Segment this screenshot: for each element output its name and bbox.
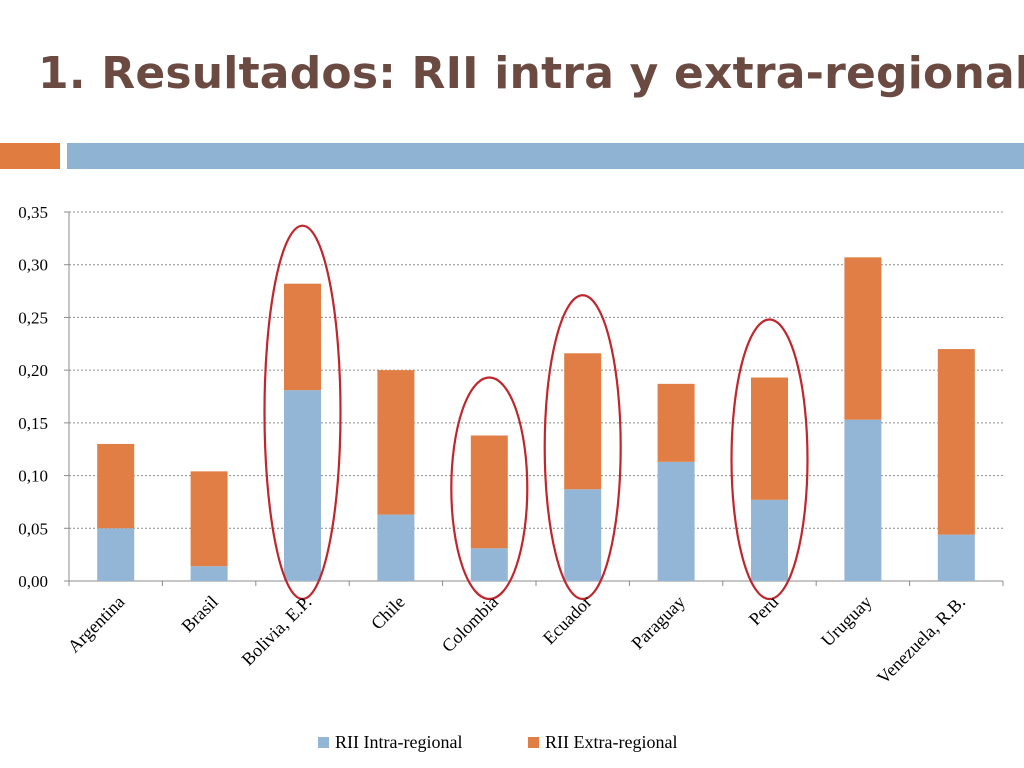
legend-swatch (528, 737, 539, 748)
legend-swatch (318, 737, 329, 748)
y-tick-label: 0,15 (18, 414, 48, 433)
bar-intra-regional (751, 499, 788, 581)
bar-extra-regional (190, 471, 228, 567)
bar-intra-regional (937, 534, 975, 581)
x-category-label: Paraguay (627, 592, 689, 654)
bar-extra-regional (564, 353, 602, 490)
bar-extra-regional (97, 443, 135, 529)
bar-intra-regional (470, 548, 508, 581)
bar-extra-regional (844, 257, 882, 420)
bar-extra-regional (470, 435, 508, 549)
bar-extra-regional (657, 383, 695, 462)
bar-extra-regional (284, 283, 321, 391)
y-tick-label: 0,20 (18, 361, 48, 380)
bar-intra-regional (97, 528, 135, 581)
x-category-label: Ecuador (539, 592, 596, 649)
highlight-ellipse (730, 318, 809, 601)
y-tick-label: 0,30 (18, 256, 48, 275)
x-category-label: Venezuela, R.B. (873, 592, 969, 688)
bar-intra-regional (564, 489, 602, 581)
x-category-label: Bolivia, E.P. (238, 592, 316, 670)
y-tick-label: 0,05 (18, 519, 48, 538)
y-tick-label: 0,35 (18, 203, 48, 222)
bar-intra-regional (377, 514, 415, 581)
highlight-ellipse (263, 224, 342, 601)
x-category-label: Chile (367, 592, 409, 634)
y-tick-label: 0,00 (18, 572, 48, 591)
title-accent-blue-bar (67, 143, 1024, 169)
legend-label: RII Intra-regional (335, 732, 462, 752)
y-tick-label: 0,25 (18, 308, 48, 327)
x-category-label: Argentina (64, 592, 129, 657)
bar-extra-regional (377, 370, 415, 515)
bar-intra-regional (190, 566, 228, 581)
bar-intra-regional (844, 419, 882, 581)
title-accent-orange-bar (0, 143, 60, 169)
legend-label: RII Extra-regional (545, 732, 677, 752)
slide-title: 1. Resultados: RII intra y extra-regiona… (38, 48, 1024, 99)
highlight-ellipse (450, 376, 529, 601)
x-category-label: Uruguay (817, 592, 876, 651)
highlight-ellipse (543, 294, 622, 601)
bar-extra-regional (751, 377, 788, 500)
bar-intra-regional (284, 390, 321, 581)
x-category-label: Brasil (177, 592, 222, 637)
x-category-label: Colombia (438, 592, 502, 656)
bar-intra-regional (657, 461, 695, 581)
y-tick-label: 0,10 (18, 467, 48, 486)
bar-extra-regional (937, 349, 975, 535)
